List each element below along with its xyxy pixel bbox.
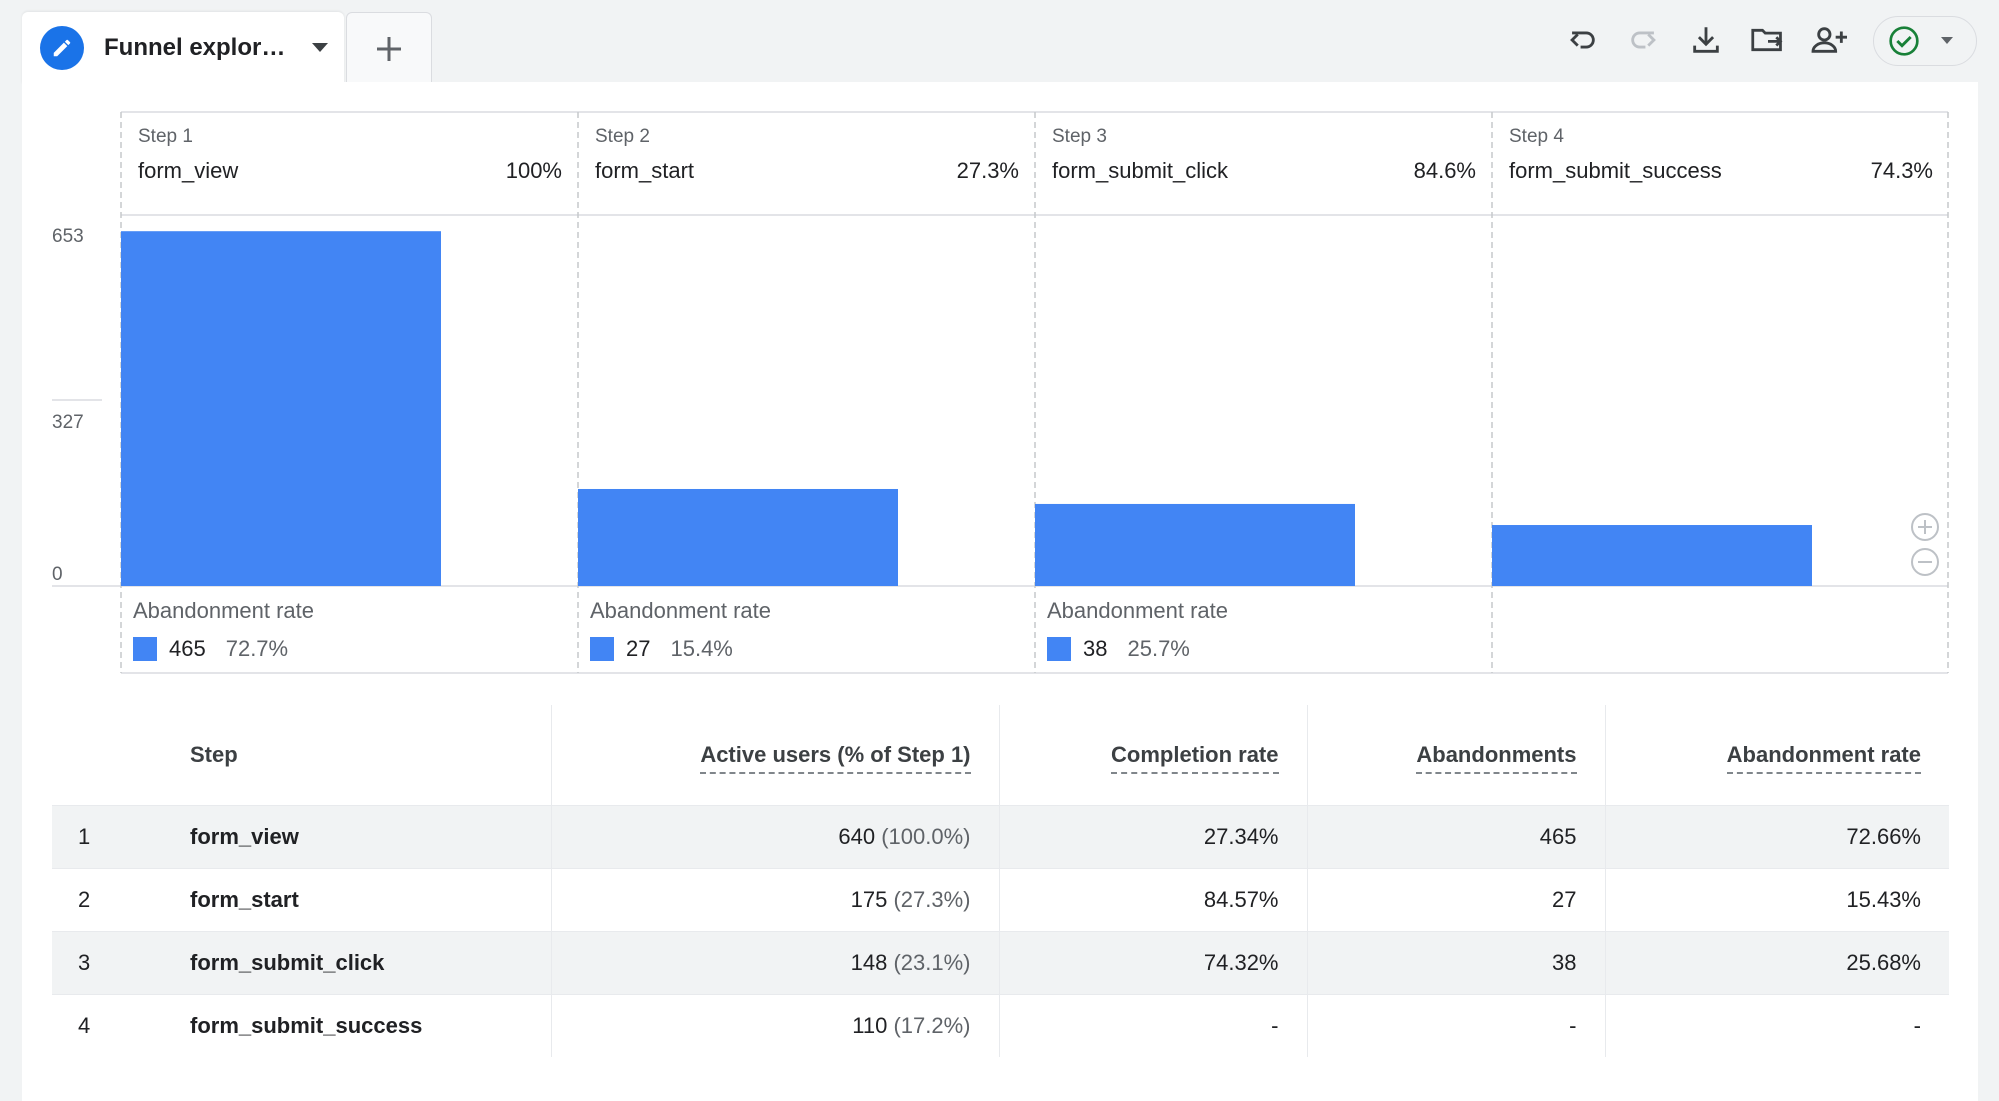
abandonment-label: Abandonment rate <box>590 598 772 623</box>
row-completion-rate: 27.34% <box>999 804 1308 868</box>
step-percent: 74.3% <box>1870 158 1933 183</box>
plus-icon <box>377 36 401 61</box>
step-name: form_start <box>595 158 695 183</box>
row-abandonments: 27 <box>1307 867 1606 931</box>
row-abandonment-rate: - <box>1605 993 1949 1057</box>
abandonment-label: Abandonment rate <box>1047 598 1229 623</box>
legend-swatch <box>133 637 157 661</box>
funnel-chart: 653 327 0 <box>52 111 1949 674</box>
table-header-row: Step Active users (% of Step 1) Completi… <box>52 705 1949 805</box>
funnel-table: Step Active users (% of Step 1) Completi… <box>52 705 1949 1057</box>
add-tab-button[interactable] <box>346 12 432 84</box>
step-header-3: Step 3 form_submit_click 84.6% <box>1035 112 1492 216</box>
y-tick-zero: 0 <box>52 564 63 585</box>
row-abandonments: 38 <box>1307 930 1606 994</box>
funnel-bar-form_submit_click[interactable] <box>1035 503 1355 586</box>
row-abandonment-rate: 72.66% <box>1605 804 1949 868</box>
row-step: form_submit_success <box>162 993 552 1057</box>
y-tick-max: 653 <box>52 226 84 247</box>
abandonment-3[interactable]: Abandonment rate 38 25.7% <box>1035 598 1492 662</box>
step-percent: 27.3% <box>956 158 1019 183</box>
row-active-users: 640 (100.0%) <box>551 804 1000 868</box>
abandonment-count: 465 <box>169 636 206 661</box>
abandonment-percent: 25.7% <box>1127 636 1190 661</box>
step-number: Step 1 <box>138 126 193 147</box>
tab-title: Funnel explor… <box>104 34 286 61</box>
step-percent: 100% <box>505 158 562 183</box>
row-completion-rate: - <box>999 993 1308 1057</box>
toolbar <box>1560 18 1852 62</box>
funnel-bar-form_start[interactable] <box>578 488 898 586</box>
abandonment-count: 38 <box>1083 636 1108 661</box>
row-abandonment-rate: 15.43% <box>1605 867 1949 931</box>
undo-icon[interactable] <box>1560 18 1604 62</box>
header-abandonment-rate[interactable]: Abandonment rate <box>1605 705 1949 805</box>
header-completion-rate[interactable]: Completion rate <box>999 705 1308 805</box>
exploration-tab[interactable]: Funnel explor… <box>22 12 344 84</box>
row-number: 2 <box>52 867 162 931</box>
abandonment-percent: 72.7% <box>225 636 289 661</box>
row-abandonments: 465 <box>1307 804 1606 868</box>
zoom-in-icon[interactable] <box>1910 512 1940 542</box>
step-header-2: Step 2 form_start 27.3% <box>578 112 1035 216</box>
zoom-out-icon[interactable] <box>1910 547 1940 577</box>
y-tick-mid: 327 <box>52 412 84 433</box>
header-active-users[interactable]: Active users (% of Step 1) <box>551 705 1000 805</box>
row-active-users: 148 (23.1%) <box>551 930 1000 994</box>
row-active-users: 175 (27.3%) <box>551 867 1000 931</box>
table-row[interactable]: 3 form_submit_click 148 (23.1%) 74.32% 3… <box>52 930 1949 994</box>
table-row[interactable]: 4 form_submit_success 110 (17.2%) - - - <box>52 993 1949 1057</box>
step-number: Step 2 <box>595 126 650 147</box>
step-header-1: Step 1 form_view 100% <box>121 112 578 216</box>
row-abandonment-rate: 25.68% <box>1605 930 1949 994</box>
row-number: 4 <box>52 993 162 1057</box>
abandonment-label: Abandonment rate <box>133 598 315 623</box>
row-number: 3 <box>52 930 162 994</box>
add-user-icon[interactable] <box>1808 18 1852 62</box>
row-completion-rate: 74.32% <box>999 930 1308 994</box>
step-header-4: Step 4 form_submit_success 74.3% <box>1492 112 1949 216</box>
row-step: form_submit_click <box>162 930 552 994</box>
funnel-bar-form_submit_success[interactable] <box>1492 525 1812 586</box>
table-row[interactable]: 2 form_start 175 (27.3%) 84.57% 27 15.43… <box>52 867 1949 931</box>
pencil-icon[interactable] <box>40 26 84 70</box>
step-number: Step 4 <box>1509 126 1564 147</box>
redo-icon[interactable] <box>1622 18 1666 62</box>
abandonment-count: 27 <box>626 636 651 661</box>
row-active-users: 110 (17.2%) <box>551 993 1000 1057</box>
step-name: form_submit_click <box>1052 158 1229 183</box>
step-name: form_submit_success <box>1509 158 1722 183</box>
header-step[interactable]: Step <box>162 705 552 805</box>
row-number: 1 <box>52 804 162 868</box>
caret-down-icon[interactable] <box>311 42 329 54</box>
row-completion-rate: 84.57% <box>999 867 1308 931</box>
abandonment-percent: 15.4% <box>670 636 733 661</box>
legend-swatch <box>1047 637 1071 661</box>
caret-down-icon <box>1941 37 1953 44</box>
status-menu-button[interactable] <box>1873 16 1977 66</box>
check-circle-icon <box>1889 26 1919 56</box>
table-row[interactable]: 1 form_view 640 (100.0%) 27.34% 465 72.6… <box>52 804 1949 868</box>
funnel-bar-form_view[interactable] <box>121 231 441 587</box>
abandonment-2[interactable]: Abandonment rate 27 15.4% <box>578 598 1035 662</box>
step-name: form_view <box>138 158 239 183</box>
step-percent: 84.6% <box>1413 158 1476 183</box>
header-abandonments[interactable]: Abandonments <box>1307 705 1606 805</box>
exploration-card: 653 327 0 Step 1 form_view 100% Step 2 f… <box>22 82 1978 1101</box>
share-folder-icon[interactable] <box>1746 18 1790 62</box>
row-abandonments: - <box>1307 993 1606 1057</box>
download-icon[interactable] <box>1684 18 1728 62</box>
row-step: form_start <box>162 867 552 931</box>
legend-swatch <box>590 637 614 661</box>
step-number: Step 3 <box>1052 126 1107 147</box>
row-step: form_view <box>162 804 552 868</box>
abandonment-1[interactable]: Abandonment rate 465 72.7% <box>121 598 578 662</box>
